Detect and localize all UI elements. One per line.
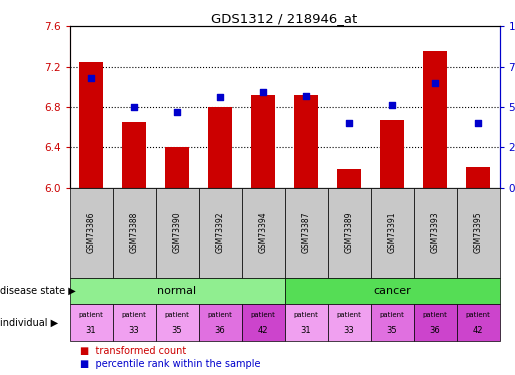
- Text: GSM73388: GSM73388: [130, 212, 139, 253]
- Text: ■  percentile rank within the sample: ■ percentile rank within the sample: [80, 359, 260, 369]
- Text: 36: 36: [430, 326, 440, 335]
- Bar: [466, 167, 490, 188]
- Text: cancer: cancer: [373, 286, 411, 296]
- Bar: [380, 120, 404, 188]
- Text: patient: patient: [380, 312, 404, 318]
- Text: 31: 31: [85, 326, 96, 335]
- Text: 42: 42: [473, 326, 483, 335]
- Point: [431, 80, 439, 86]
- Text: 42: 42: [258, 326, 268, 335]
- Bar: [122, 122, 146, 188]
- Point: [216, 94, 224, 100]
- Point: [87, 75, 95, 81]
- Text: GSM73395: GSM73395: [474, 211, 483, 254]
- Point: [345, 120, 353, 126]
- Text: 35: 35: [171, 326, 182, 335]
- Text: GSM73392: GSM73392: [216, 212, 225, 253]
- Text: GSM73389: GSM73389: [345, 212, 353, 253]
- Bar: [423, 51, 447, 188]
- Text: normal: normal: [158, 286, 197, 296]
- Text: patient: patient: [466, 312, 490, 318]
- Text: patient: patient: [122, 312, 146, 318]
- Text: GSM73386: GSM73386: [87, 212, 95, 253]
- Text: patient: patient: [79, 312, 104, 318]
- Text: patient: patient: [294, 312, 318, 318]
- Bar: [165, 147, 189, 188]
- Text: GSM73393: GSM73393: [431, 211, 439, 254]
- Text: patient: patient: [251, 312, 276, 318]
- Point: [388, 102, 396, 108]
- Text: GSM73391: GSM73391: [388, 212, 397, 253]
- Text: patient: patient: [423, 312, 448, 318]
- Bar: [208, 107, 232, 188]
- Text: 35: 35: [387, 326, 398, 335]
- Point: [173, 109, 181, 115]
- Point: [130, 104, 138, 110]
- Text: 36: 36: [215, 326, 226, 335]
- Bar: [251, 95, 275, 188]
- Text: GSM73387: GSM73387: [302, 212, 311, 253]
- Point: [302, 93, 310, 99]
- Text: patient: patient: [208, 312, 232, 318]
- Text: GSM73390: GSM73390: [173, 211, 181, 254]
- Text: patient: patient: [165, 312, 190, 318]
- Point: [259, 89, 267, 95]
- Text: 31: 31: [301, 326, 312, 335]
- Text: 33: 33: [344, 326, 354, 335]
- Bar: [79, 62, 103, 188]
- Text: GSM73394: GSM73394: [259, 211, 267, 254]
- Bar: [337, 170, 361, 188]
- Text: individual ▶: individual ▶: [0, 318, 58, 327]
- Bar: [294, 95, 318, 188]
- Text: ■  transformed count: ■ transformed count: [80, 346, 186, 355]
- Text: 33: 33: [129, 326, 140, 335]
- Point: [474, 120, 482, 126]
- Text: patient: patient: [337, 312, 362, 318]
- Title: GDS1312 / 218946_at: GDS1312 / 218946_at: [212, 12, 357, 25]
- Text: disease state ▶: disease state ▶: [0, 286, 76, 296]
